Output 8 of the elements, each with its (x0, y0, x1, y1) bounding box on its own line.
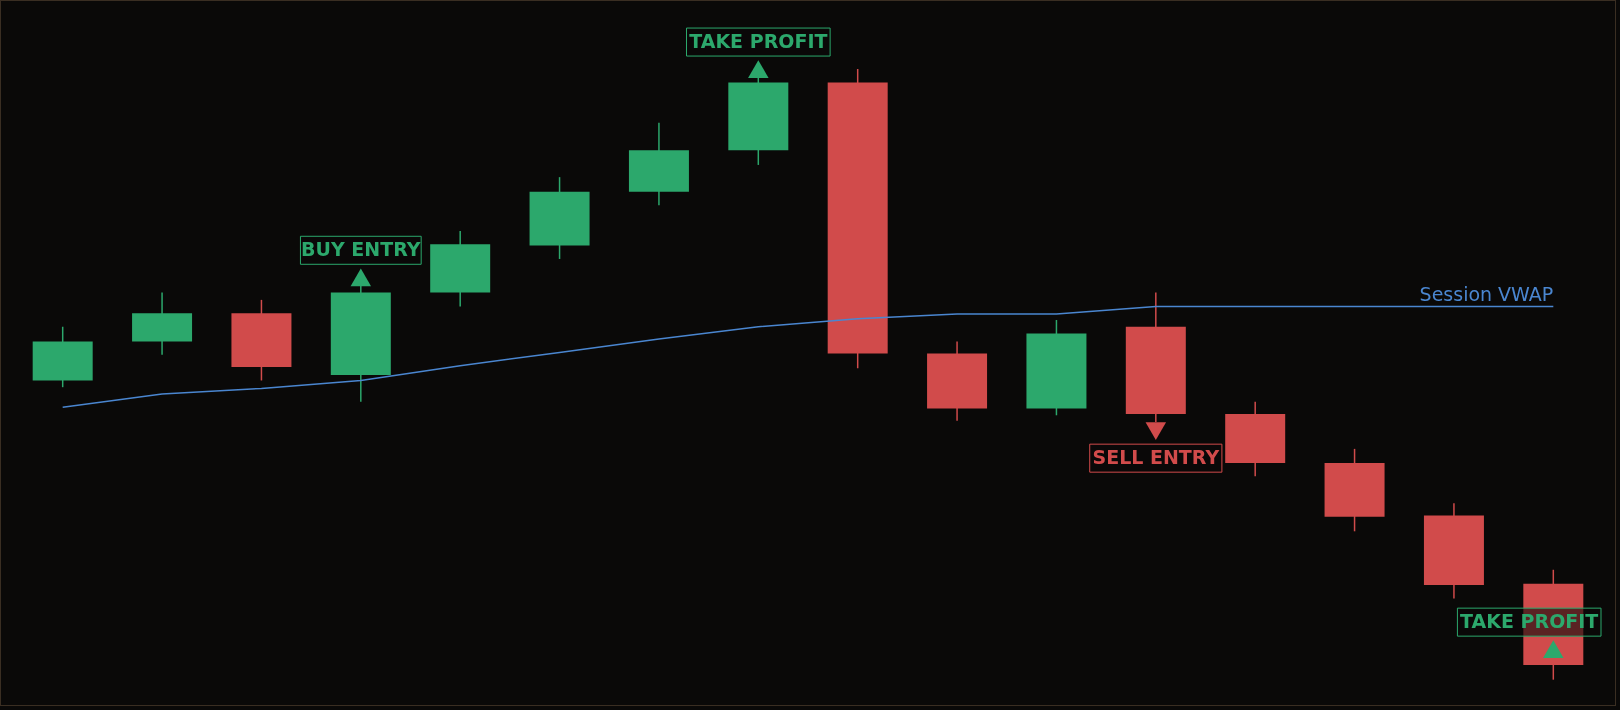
point (1145, 422, 1167, 441)
text: TAKE PROFIT (689, 30, 828, 53)
series-label: Session VWAP (1419, 282, 1554, 305)
annotation: SELL ENTRY (1092, 446, 1220, 469)
point (350, 268, 372, 287)
annotation: BUY ENTRY (301, 238, 421, 261)
point (748, 60, 769, 78)
point (1543, 640, 1564, 659)
